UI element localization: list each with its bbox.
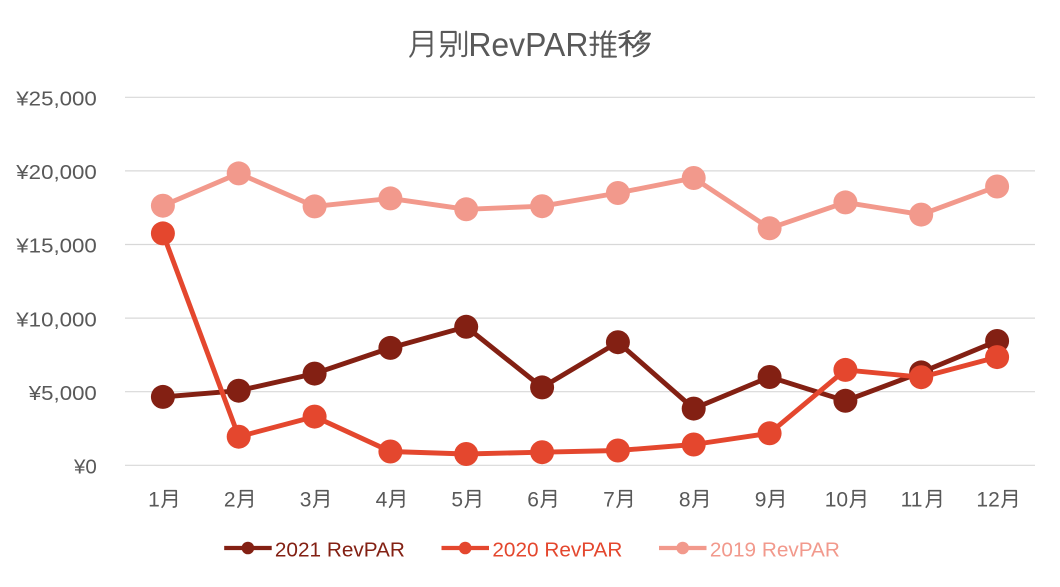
svg-text:2021 RevPAR: 2021 RevPAR: [275, 538, 405, 561]
svg-text:¥15,000: ¥15,000: [15, 235, 97, 258]
svg-text:2019 RevPAR: 2019 RevPAR: [710, 538, 840, 561]
svg-text:9: 9: [755, 489, 767, 512]
svg-text:1: 1: [148, 489, 160, 512]
svg-text:¥25,000: ¥25,000: [15, 88, 97, 111]
svg-text:¥0: ¥0: [73, 456, 97, 479]
svg-text:¥5,000: ¥5,000: [28, 382, 97, 405]
svg-text:¥10,000: ¥10,000: [15, 308, 97, 331]
svg-text:4: 4: [376, 489, 388, 512]
svg-text:5: 5: [451, 489, 463, 512]
svg-text:2020 RevPAR: 2020 RevPAR: [492, 538, 622, 561]
svg-text:¥20,000: ¥20,000: [15, 161, 97, 184]
svg-text:8: 8: [679, 489, 691, 512]
svg-text:12: 12: [976, 489, 999, 512]
svg-text:3: 3: [300, 489, 312, 512]
svg-text:2: 2: [224, 489, 236, 512]
svg-text:7: 7: [603, 489, 615, 512]
svg-text:11: 11: [901, 489, 923, 512]
svg-text:10: 10: [825, 489, 848, 512]
svg-text:RevPAR: RevPAR: [468, 26, 588, 63]
svg-text:6: 6: [527, 489, 539, 512]
